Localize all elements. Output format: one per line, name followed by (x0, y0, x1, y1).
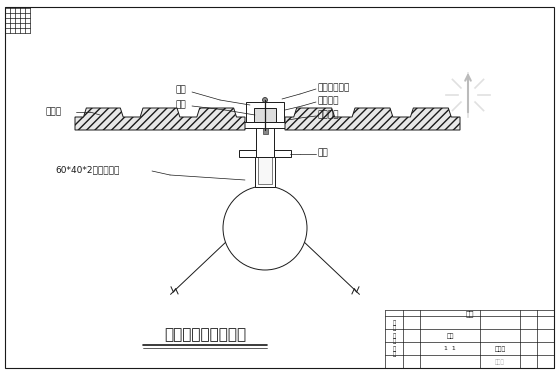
Polygon shape (285, 108, 460, 130)
Text: 计: 计 (393, 325, 395, 331)
Text: 钢板: 钢板 (175, 85, 186, 94)
Text: 彩钢板顺坡连接节点: 彩钢板顺坡连接节点 (164, 328, 246, 342)
Bar (246, 102, 284, 122)
Text: 核: 核 (393, 338, 395, 344)
Text: 钢结构: 钢结构 (495, 359, 505, 365)
Text: 彩钢板: 彩钢板 (45, 108, 61, 117)
Bar (255, 157, 275, 187)
Text: 自攻自钻螺钉: 自攻自钻螺钉 (318, 83, 350, 92)
Text: 支托: 支托 (318, 149, 329, 158)
Text: 内衬钢板: 内衬钢板 (318, 110, 339, 119)
Text: 60*40*2矩形檩条管: 60*40*2矩形檩条管 (55, 165, 119, 174)
Bar (263, 128, 268, 134)
Text: 1  1: 1 1 (444, 346, 456, 351)
Bar (256, 128, 274, 157)
Text: 审: 审 (393, 346, 395, 352)
Text: 设: 设 (393, 320, 395, 326)
Bar (100, 122, 435, 128)
Text: 附件: 附件 (465, 311, 474, 317)
Bar (258, 157, 272, 184)
Text: 王相: 王相 (446, 333, 454, 339)
Text: 核: 核 (393, 351, 395, 357)
Text: 密封硅胶: 密封硅胶 (318, 96, 339, 106)
Text: 铆钉: 铆钉 (175, 101, 186, 110)
Text: 校: 校 (393, 333, 395, 339)
Circle shape (263, 98, 268, 103)
Bar (254, 108, 276, 122)
Polygon shape (75, 108, 245, 130)
Text: 钢结构: 钢结构 (494, 346, 506, 352)
Bar (239, 150, 291, 157)
